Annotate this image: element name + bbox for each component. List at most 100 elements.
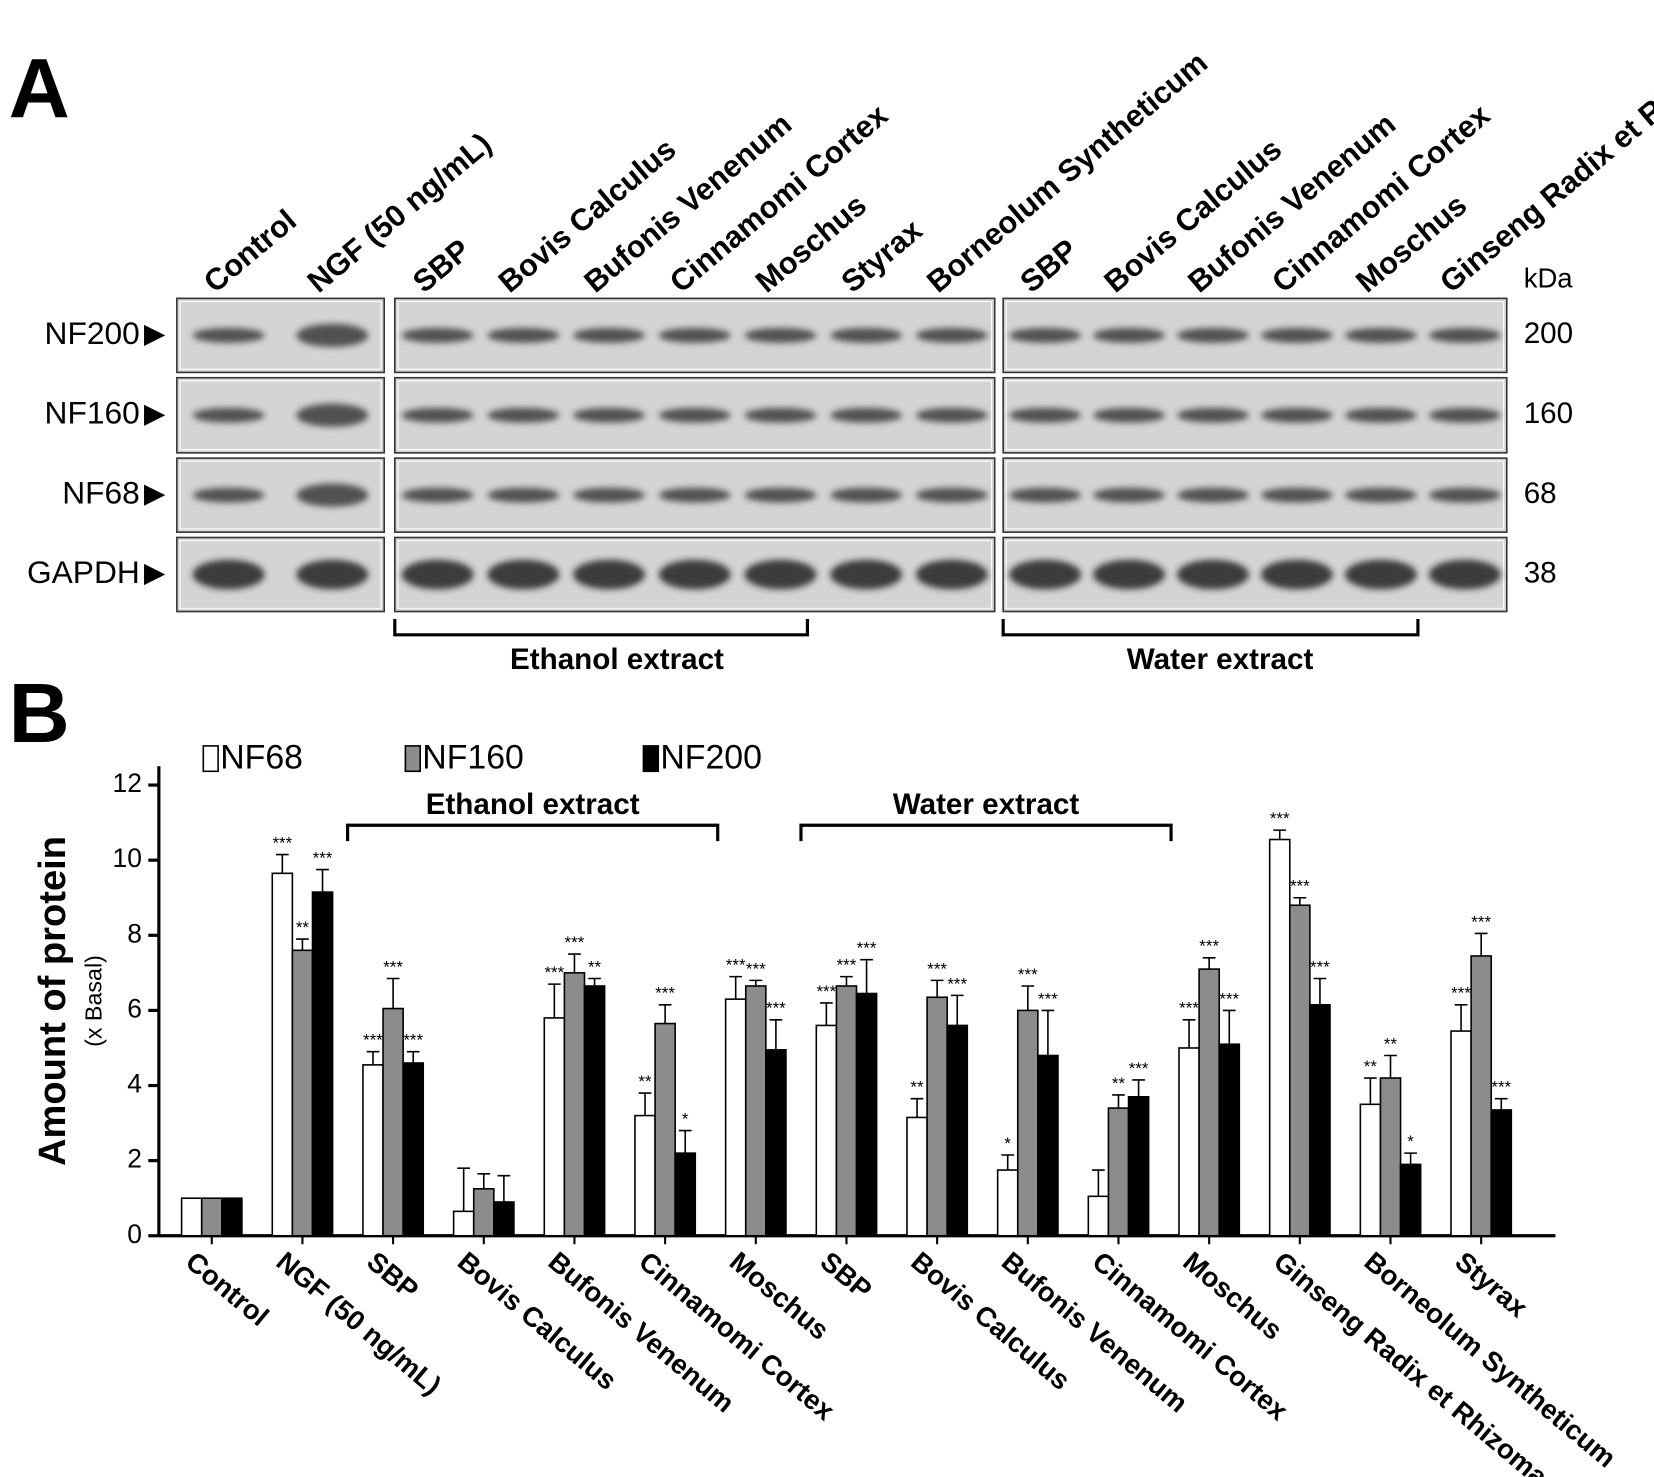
bar	[1379, 1077, 1402, 1237]
lane-label: Control	[197, 202, 303, 299]
size-label: 200	[1524, 317, 1573, 350]
significance: ***	[746, 959, 766, 978]
blot-band	[1344, 327, 1417, 343]
unit-label: kDa	[1524, 263, 1574, 294]
error-bar	[568, 953, 581, 973]
bar	[1087, 1195, 1110, 1237]
blot-frame	[1002, 536, 1508, 613]
blot-band	[192, 559, 265, 590]
blot-band	[192, 407, 265, 423]
error-bar	[678, 1129, 692, 1154]
blot-band	[915, 407, 988, 423]
y-tick-label: 10	[113, 843, 142, 873]
bar	[543, 1017, 566, 1237]
bar	[1359, 1103, 1382, 1237]
error-bar	[1404, 1152, 1417, 1165]
lane-label: SBP	[406, 232, 477, 299]
blot-band	[296, 403, 369, 427]
blot-band	[1177, 559, 1249, 590]
error-bar	[1313, 977, 1327, 1005]
blot-band	[744, 327, 817, 343]
bar	[1107, 1107, 1130, 1237]
blot-band	[487, 327, 560, 343]
error-bar	[1182, 1019, 1196, 1048]
blot-band	[658, 327, 731, 343]
size-label: 160	[1524, 397, 1573, 430]
bar	[1490, 1109, 1513, 1237]
error-bar	[860, 958, 873, 994]
error-bar	[1293, 896, 1307, 906]
blot-band	[401, 559, 474, 590]
significance: ***	[544, 963, 564, 982]
y-axis-subtitle: (x Basal)	[81, 955, 107, 1047]
error-bar	[1273, 829, 1287, 840]
blot-band	[658, 487, 731, 503]
significance: *	[1407, 1132, 1414, 1151]
blot-band	[487, 487, 560, 503]
panel-letter: B	[9, 665, 70, 760]
row-arrow	[144, 404, 166, 426]
significance: **	[296, 918, 310, 937]
significance: ***	[1219, 989, 1239, 1008]
bar-chart: 0 2 4 6 8 10 12 Amount of protein (x Basal) Contr…	[32, 739, 1622, 1477]
row-label: NF200	[45, 315, 140, 351]
error-bar	[1222, 1009, 1236, 1045]
error-bar	[457, 1167, 471, 1212]
blot-band	[1428, 327, 1501, 343]
blot-frame-inner	[179, 380, 382, 451]
blot-band	[1344, 407, 1417, 423]
blot-band	[1260, 487, 1333, 503]
error-bar	[1364, 1077, 1377, 1105]
blot-band	[1344, 487, 1417, 503]
significance: ***	[313, 848, 333, 867]
bar	[1037, 1054, 1059, 1237]
blot-frame-inner	[397, 460, 993, 530]
error-bar	[1092, 1169, 1105, 1197]
y-tick-label: 8	[127, 918, 142, 948]
significance: ***	[1179, 999, 1199, 1018]
bar	[362, 1064, 384, 1237]
blot-band	[915, 487, 988, 503]
bar	[472, 1188, 495, 1237]
blot-frame-inner	[1005, 301, 1505, 370]
significance: ***	[857, 939, 877, 958]
blot-frame-inner	[1005, 460, 1505, 530]
blot-band	[1093, 327, 1166, 343]
blot-band	[830, 487, 903, 503]
error-bar	[547, 983, 561, 1018]
blot-frame	[1002, 376, 1508, 454]
bar	[1178, 1047, 1200, 1237]
error-bar	[1474, 932, 1488, 956]
x-tick-label: NGF (50 ng/mL)	[271, 1245, 448, 1400]
size-label: 38	[1524, 556, 1557, 589]
blot-band	[1428, 487, 1501, 503]
bar	[634, 1114, 656, 1237]
bar	[200, 1197, 223, 1237]
blot-band	[1093, 559, 1166, 590]
blot-band	[487, 407, 560, 423]
error-bar	[658, 1003, 672, 1024]
error-bar	[769, 1019, 783, 1050]
error-bar	[497, 1174, 511, 1202]
blot-band	[1260, 559, 1333, 590]
bar	[1127, 1096, 1150, 1237]
error-bar	[477, 1173, 491, 1189]
y-tick-label: 4	[127, 1069, 142, 1099]
bar	[674, 1152, 697, 1237]
blot-band	[487, 559, 560, 590]
significance: ***	[565, 933, 585, 952]
blot-frame-inner	[179, 460, 382, 530]
x-tick-label: Bovis Calculus	[905, 1245, 1076, 1395]
blot-frame-inner	[397, 301, 993, 370]
bar	[1399, 1163, 1422, 1237]
y-tick-label: 12	[113, 768, 142, 798]
size-label: 68	[1524, 477, 1557, 510]
significance: ***	[272, 833, 292, 852]
blot-band	[1009, 559, 1082, 590]
significance: ***	[403, 1031, 423, 1050]
blot-frame	[1002, 457, 1508, 533]
bar	[221, 1197, 243, 1237]
blot-band	[1009, 487, 1082, 503]
blot-band	[915, 327, 988, 343]
